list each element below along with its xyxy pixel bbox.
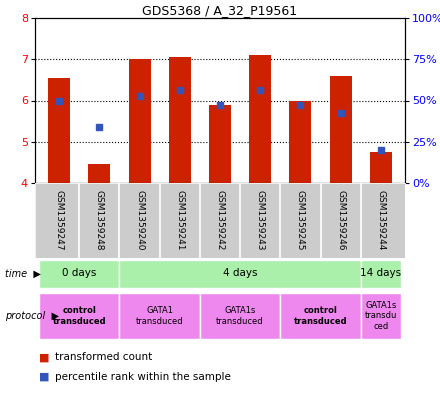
Text: protocol  ▶: protocol ▶ xyxy=(5,311,59,321)
Bar xyxy=(88,164,110,183)
Text: GSM1359246: GSM1359246 xyxy=(336,190,345,251)
Bar xyxy=(361,293,401,340)
Text: GSM1359247: GSM1359247 xyxy=(55,190,64,251)
Text: GSM1359244: GSM1359244 xyxy=(376,190,385,251)
Text: GATA1s
transduced: GATA1s transduced xyxy=(216,306,264,326)
Bar xyxy=(48,78,70,183)
Bar xyxy=(370,152,392,183)
Bar xyxy=(169,57,191,183)
Text: 14 days: 14 days xyxy=(360,268,401,278)
Text: ■: ■ xyxy=(40,372,50,382)
Text: control
transduced: control transduced xyxy=(294,306,347,326)
Text: ■: ■ xyxy=(40,352,50,362)
Bar xyxy=(209,105,231,183)
Text: transformed count: transformed count xyxy=(55,352,152,362)
Text: percentile rank within the sample: percentile rank within the sample xyxy=(55,372,231,382)
Bar xyxy=(119,293,200,340)
Bar xyxy=(119,260,361,288)
Text: GSM1359243: GSM1359243 xyxy=(256,190,265,251)
Text: GSM1359241: GSM1359241 xyxy=(175,190,184,251)
Text: GSM1359245: GSM1359245 xyxy=(296,190,305,251)
Text: GATA1
transduced: GATA1 transduced xyxy=(136,306,183,326)
Text: GSM1359240: GSM1359240 xyxy=(135,190,144,251)
Bar xyxy=(280,293,361,340)
Text: time  ▶: time ▶ xyxy=(5,269,41,279)
Bar xyxy=(39,293,119,340)
Bar xyxy=(39,260,119,288)
Text: GSM1359242: GSM1359242 xyxy=(216,190,224,251)
Title: GDS5368 / A_32_P19561: GDS5368 / A_32_P19561 xyxy=(143,4,297,17)
Bar xyxy=(361,260,401,288)
Bar xyxy=(290,101,312,183)
Bar xyxy=(249,55,271,183)
Text: control
transduced: control transduced xyxy=(52,306,106,326)
Bar xyxy=(200,293,280,340)
Text: GSM1359248: GSM1359248 xyxy=(95,190,104,251)
Text: GATA1s
transdu
ced: GATA1s transdu ced xyxy=(365,301,397,331)
Bar xyxy=(128,59,150,183)
Text: 0 days: 0 days xyxy=(62,268,96,278)
Bar xyxy=(330,76,352,183)
Text: 4 days: 4 days xyxy=(223,268,257,278)
